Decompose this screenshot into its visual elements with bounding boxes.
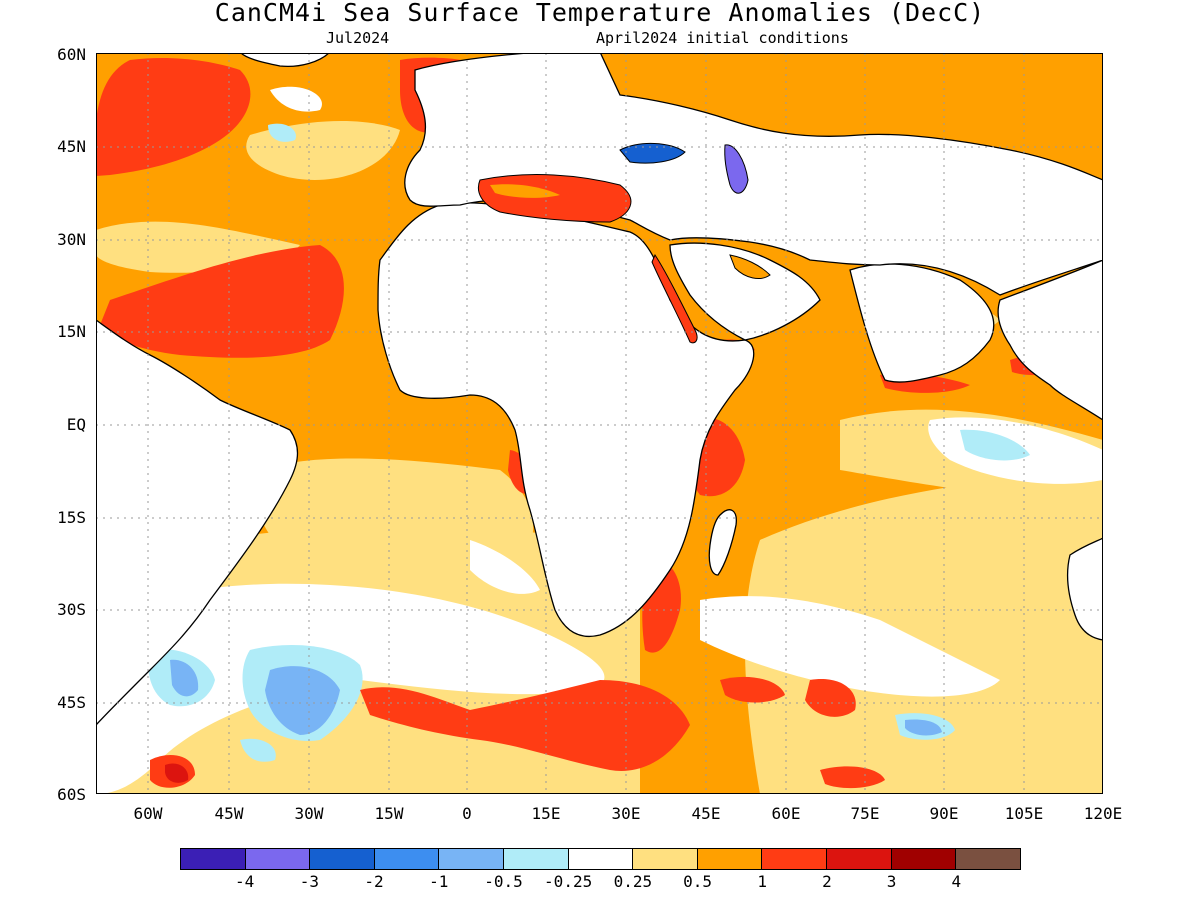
australia-landmass [1066,537,1103,641]
color-scale-swatch [827,849,892,869]
color-scale-label: 4 [951,872,962,891]
lon-label-60w: 60W [133,804,163,823]
color-scale-swatch [245,849,311,869]
lon-label-105e: 105E [1004,804,1044,823]
color-scale-label: 1 [757,872,768,891]
lon-label-75e: 75E [850,804,880,823]
color-scale-swatch [181,849,246,869]
color-scale-label: 3 [886,872,897,891]
inland-seas [477,142,771,344]
color-scale-label: -1 [429,872,449,891]
color-scale-bar [180,848,1021,870]
color-scale-label: -2 [364,872,384,891]
color-scale-swatch [568,849,634,869]
color-scale-swatch [504,849,569,869]
lat-label-30n: 30N [57,230,86,249]
color-scale-swatch [762,849,828,869]
europe-landmass [404,53,1103,296]
lat-label-60n: 60N [57,45,86,64]
lon-label-120e: 120E [1083,804,1123,823]
lon-label-0: 0 [462,804,472,823]
lon-label-90e: 90E [929,804,959,823]
color-scale-swatch [633,849,698,869]
lon-label-15w: 15W [374,804,404,823]
color-scale-swatch [439,849,505,869]
color-scale-label: 0.5 [683,872,712,891]
color-scale-swatch [891,849,957,869]
color-scale-label: 0.25 [613,872,653,891]
land-masses [96,53,1103,726]
lon-label-30e: 30E [611,804,641,823]
lon-label-45w: 45W [214,804,244,823]
color-scale-swatch [697,849,763,869]
greenland-iceland [240,53,330,68]
lat-label-15n: 15N [57,322,86,341]
anomaly-field-neg-0p5 [170,659,942,736]
initial-conditions: April2024 initial conditions [596,29,849,47]
lat-label-60s: 60S [57,785,86,804]
color-scale-swatch [310,849,375,869]
lat-label-30s: 30S [57,600,86,619]
lon-label-60e: 60E [771,804,801,823]
lat-label-eq: EQ [66,415,86,434]
lon-label-30w: 30W [294,804,324,823]
map-title: CanCM4i Sea Surface Temperature Anomalie… [214,0,986,27]
americas-landmass [96,319,299,726]
india-landmass [849,263,995,383]
forecast-month: Jul2024 [326,29,390,47]
color-scale-label: -3 [299,872,319,891]
color-scale-label: 2 [822,872,832,891]
graticule [96,53,1103,794]
lon-label-45e: 45E [691,804,721,823]
color-scale-label: -0.25 [544,872,593,891]
color-scale-label: -4 [235,872,255,891]
lat-label-45s: 45S [57,693,86,712]
lon-label-15e: 15E [531,804,561,823]
color-scale-swatch [956,849,1020,869]
color-scale-label: -0.5 [484,872,523,891]
lat-label-15s: 15S [57,508,86,527]
sst-anomaly-map [96,53,1103,794]
lat-label-45n: 45N [57,137,86,156]
color-scale-swatch [374,849,440,869]
arabia-landmass [669,242,821,341]
madagascar-landmass [708,509,737,576]
